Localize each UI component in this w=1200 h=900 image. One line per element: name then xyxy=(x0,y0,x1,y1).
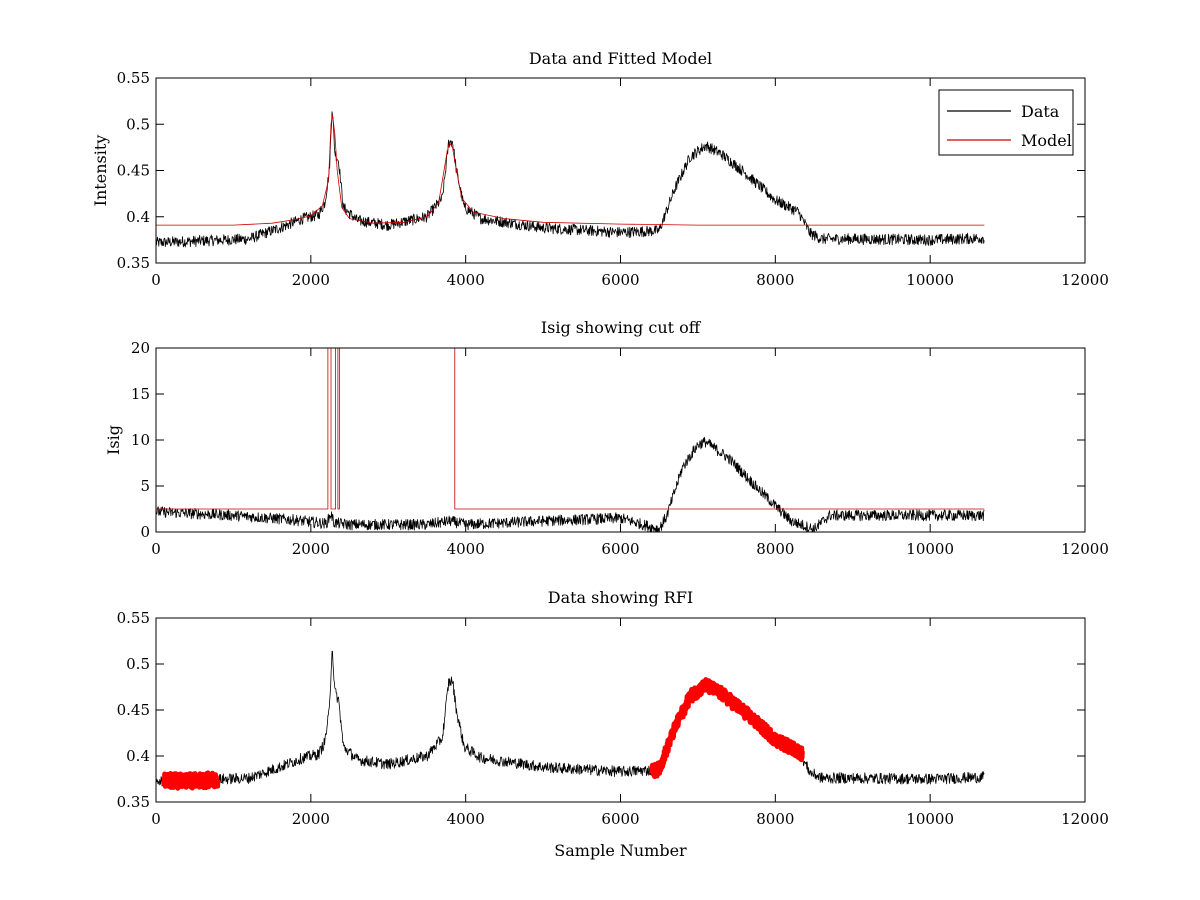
x-tick-label: 12000 xyxy=(1061,271,1109,289)
y-tick-label: 0 xyxy=(140,523,150,541)
x-tick-label: 12000 xyxy=(1061,810,1109,828)
y-tick-label: 0.5 xyxy=(126,655,150,673)
panel-title: Data showing RFI xyxy=(548,588,693,607)
x-tick-label: 6000 xyxy=(601,271,639,289)
panel-isig: Isig showing cut off Isig 0 2000 4000 6000 8… xyxy=(104,318,1109,558)
plot-area xyxy=(156,348,985,532)
series-line-1 xyxy=(156,348,985,510)
x-tick-label: 10000 xyxy=(906,810,954,828)
series-line-2 xyxy=(649,677,805,780)
tick-marks: 0 2000 4000 6000 8000 10000 12000 0 5 10 15 20 xyxy=(131,339,1109,558)
x-tick-label: 8000 xyxy=(756,271,794,289)
x-tick-label: 12000 xyxy=(1061,540,1109,558)
x-tick-label: 0 xyxy=(151,540,161,558)
panel-title: Isig showing cut off xyxy=(541,318,702,337)
tick-marks: 0 2000 4000 6000 8000 10000 12000 0.35 0.4 0.45 0.… xyxy=(117,69,1109,289)
y-tick-label: 0.55 xyxy=(117,609,150,627)
y-tick-label: 10 xyxy=(131,431,150,449)
plot-area xyxy=(156,650,985,791)
axes-frame xyxy=(155,617,1086,803)
x-axis-label: Sample Number xyxy=(554,841,687,860)
y-tick-label: 0.45 xyxy=(117,701,150,719)
legend-label-model: Model xyxy=(1021,131,1072,150)
x-tick-label: 4000 xyxy=(447,271,485,289)
tick-marks: 0 2000 4000 6000 8000 10000 12000 0.35 0.4 0.45 0.… xyxy=(117,609,1109,828)
x-tick-label: 10000 xyxy=(906,540,954,558)
panel-intensity-model: Data and Fitted Model Intensity 0 2000 400… xyxy=(91,49,1109,289)
panel-title: Data and Fitted Model xyxy=(529,49,712,68)
series-line-0 xyxy=(156,650,985,787)
x-tick-label: 6000 xyxy=(601,540,639,558)
y-tick-label: 0.35 xyxy=(117,254,150,272)
x-tick-label: 8000 xyxy=(756,810,794,828)
legend-box xyxy=(938,89,1074,156)
legend: Data Model xyxy=(938,89,1074,156)
x-tick-label: 4000 xyxy=(447,540,485,558)
axes-frame xyxy=(155,347,1086,533)
x-tick-label: 2000 xyxy=(292,540,330,558)
y-tick-label: 0.55 xyxy=(117,69,150,87)
x-tick-label: 6000 xyxy=(601,810,639,828)
y-tick-label: 0.45 xyxy=(117,162,150,180)
x-tick-label: 2000 xyxy=(292,810,330,828)
series-line-1 xyxy=(161,770,221,791)
x-tick-label: 0 xyxy=(151,271,161,289)
y-tick-label: 0.4 xyxy=(126,208,150,226)
y-tick-label: 5 xyxy=(140,477,150,495)
x-tick-label: 2000 xyxy=(292,271,330,289)
y-tick-label: 0.5 xyxy=(126,115,150,133)
x-tick-label: 0 xyxy=(151,810,161,828)
x-tick-label: 8000 xyxy=(756,540,794,558)
series-line-0 xyxy=(156,111,985,248)
y-tick-label: 20 xyxy=(131,339,150,357)
y-axis-label: Intensity xyxy=(91,135,110,207)
series-line-0 xyxy=(156,436,985,532)
y-tick-label: 0.35 xyxy=(117,793,150,811)
x-tick-label: 4000 xyxy=(447,810,485,828)
y-tick-label: 0.4 xyxy=(126,747,150,765)
y-tick-label: 15 xyxy=(131,385,150,403)
legend-label-data: Data xyxy=(1021,102,1060,121)
y-axis-label: Isig xyxy=(104,425,123,455)
x-tick-label: 10000 xyxy=(906,271,954,289)
plot-area xyxy=(156,111,985,248)
panel-rfi: Data showing RFI Sample Number 0 2000 4000… xyxy=(117,588,1109,860)
series-line-1 xyxy=(156,114,985,226)
